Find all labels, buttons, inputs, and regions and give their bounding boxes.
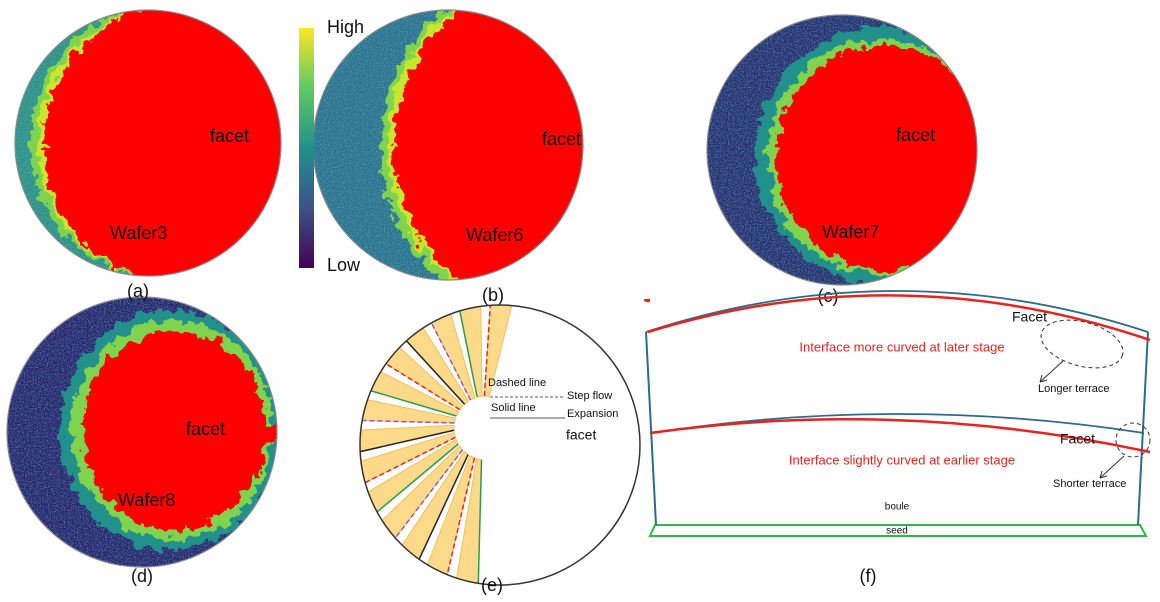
legend-text: Solid line (491, 402, 536, 414)
wafer-name: Wafer8 (118, 490, 175, 510)
panel-label: (b) (482, 285, 504, 305)
annotation: Interface more curved at later stage (799, 339, 1004, 354)
panel-label: (c) (818, 286, 839, 306)
facet-label: facet (542, 129, 581, 149)
annotation: Interface slightly curved at earlier sta… (789, 452, 1015, 467)
facet-label: Facet (1060, 431, 1095, 447)
wafer-map (0, 290, 290, 580)
legend-text: Dashed line (488, 377, 546, 389)
facet-label: facet (566, 427, 596, 443)
facet-label: facet (896, 125, 935, 145)
facet-label: Facet (1012, 309, 1047, 325)
colorbar-high: High (327, 17, 364, 37)
wafer-name: Wafer7 (822, 222, 879, 242)
facet-label: facet (210, 126, 249, 146)
panel-label: (d) (131, 566, 153, 586)
wafer-map (10, 1, 328, 285)
step-diagram (340, 285, 516, 597)
colorbar-low: Low (327, 255, 361, 275)
wafer-name: Wafer6 (466, 225, 523, 245)
colorbar (299, 28, 314, 268)
wafer-map (700, 10, 1005, 300)
wafer-name: Wafer3 (110, 223, 167, 243)
panel-label: (e) (481, 575, 503, 595)
figure: High Low facet Wafer3 (a) facet Wafer6 (… (0, 0, 1160, 597)
annotation: boule (885, 502, 910, 513)
annotation: Longer terrace (1038, 383, 1110, 395)
annotation: seed (886, 526, 908, 537)
panel-label: (a) (127, 281, 149, 301)
boule-diagram (645, 291, 1150, 536)
panel-label: (f) (860, 566, 877, 586)
legend-text: Expansion (567, 408, 618, 420)
legend-text: Step flow (567, 390, 612, 402)
facet-label: facet (186, 419, 225, 439)
annotation: Shorter terrace (1053, 478, 1126, 490)
